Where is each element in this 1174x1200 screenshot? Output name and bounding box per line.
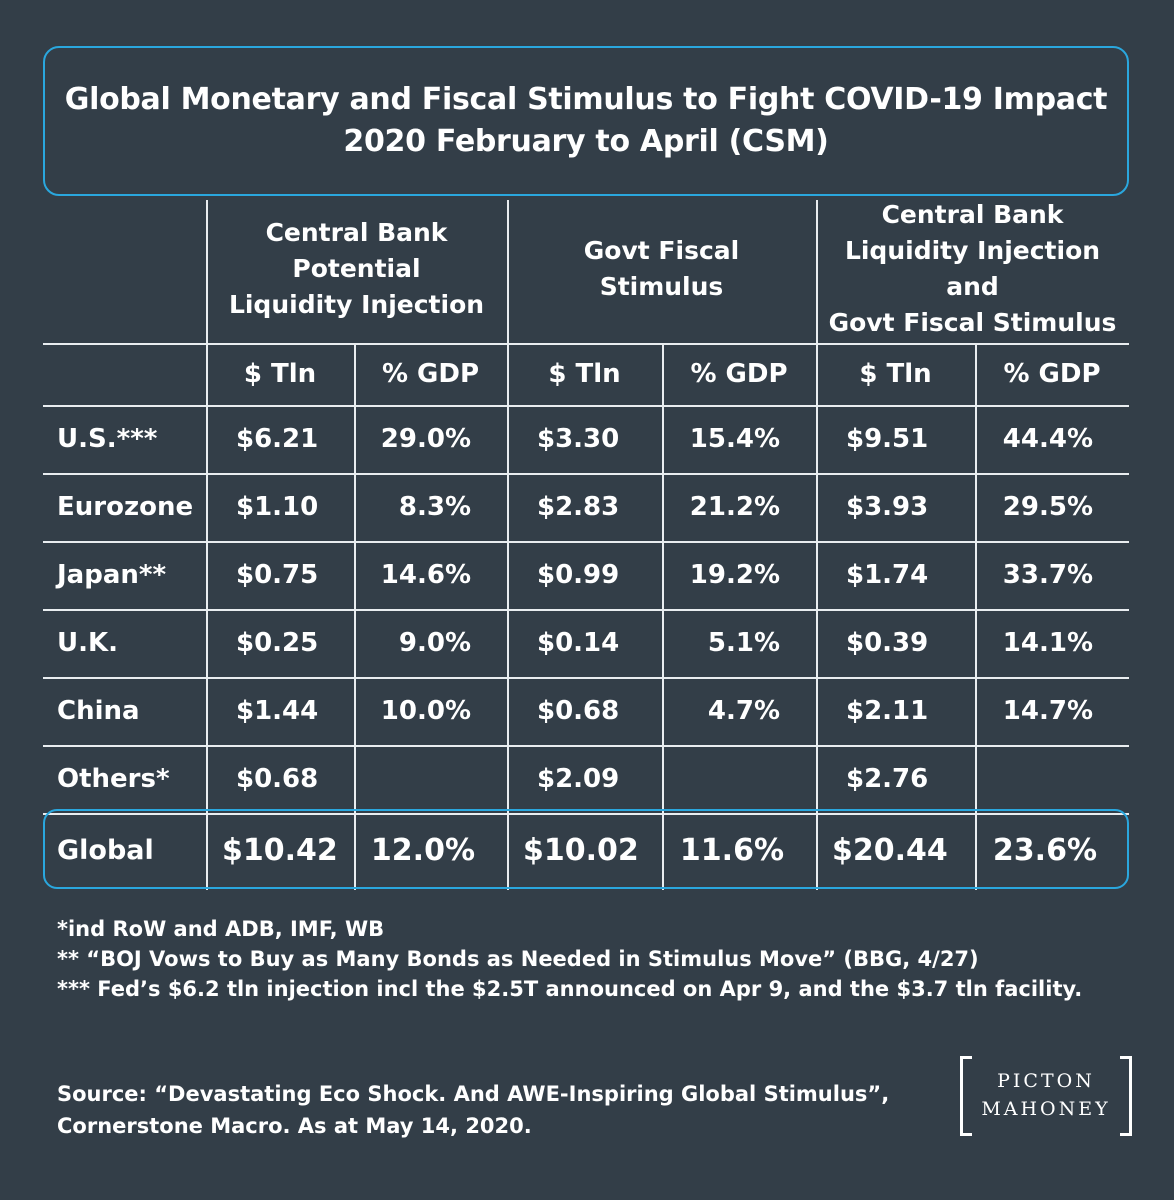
table-cell: $2.76 bbox=[846, 764, 929, 794]
table-cell: 21.2% bbox=[689, 492, 780, 522]
column-group-header-line: Central Bank bbox=[881, 200, 1064, 229]
footnote-1: *ind RoW and ADB, IMF, WB bbox=[57, 917, 385, 941]
sub-header-3: $ Tln bbox=[548, 359, 621, 389]
grid-line-row-4 bbox=[43, 677, 1129, 679]
sub-header-6: % GDP bbox=[1003, 359, 1101, 389]
row-label: U.K. bbox=[57, 628, 119, 658]
column-group-header-line: Stimulus bbox=[599, 272, 724, 301]
table-cell: $0.68 bbox=[537, 696, 620, 726]
table-cell: 14.1% bbox=[1002, 628, 1093, 658]
table-cell: $2.11 bbox=[846, 696, 929, 726]
picton-mahoney-logo: PICTON MAHONEY bbox=[960, 1056, 1132, 1136]
grid-line-subheader-bottom bbox=[43, 405, 1129, 407]
grid-line-header-bottom bbox=[43, 343, 1129, 345]
table-cell: $9.51 bbox=[846, 424, 929, 454]
grid-line-row-6 bbox=[43, 813, 1129, 815]
logo-line-2: MAHONEY bbox=[981, 1098, 1111, 1120]
footnotes: *ind RoW and ADB, IMF, WB ** “BOJ Vows t… bbox=[57, 914, 1082, 1004]
source-line-1: Source: “Devastating Eco Shock. And AWE-… bbox=[57, 1082, 890, 1106]
row-label: U.S.*** bbox=[57, 424, 158, 454]
table-cell: $1.10 bbox=[236, 492, 319, 522]
column-group-header-1: Central Bank Potential Liquidity Injection bbox=[206, 206, 507, 332]
table-cell-global: $10.42 bbox=[222, 832, 338, 868]
grid-line-row-2 bbox=[43, 541, 1129, 543]
table-cell: $0.99 bbox=[537, 560, 620, 590]
table-cell: 10.0% bbox=[380, 696, 471, 726]
row-label: Japan** bbox=[57, 560, 167, 590]
table-cell: 19.2% bbox=[689, 560, 780, 590]
column-group-header-line: Potential bbox=[292, 254, 421, 283]
table-cell-global: $10.02 bbox=[523, 832, 639, 868]
title-box: Global Monetary and Fiscal Stimulus to F… bbox=[43, 46, 1129, 196]
column-group-header-2: Govt Fiscal Stimulus bbox=[507, 206, 816, 332]
table-cell: 44.4% bbox=[1002, 424, 1093, 454]
grid-line-col-4 bbox=[662, 343, 664, 890]
row-label-global: Global bbox=[57, 834, 154, 866]
column-group-header-line: Govt Fiscal bbox=[583, 236, 740, 265]
table-cell bbox=[662, 745, 816, 813]
table-cell: $0.39 bbox=[846, 628, 929, 658]
table-cell bbox=[975, 745, 1129, 813]
table-cell: $3.93 bbox=[846, 492, 929, 522]
sub-header-4: % GDP bbox=[690, 359, 788, 389]
table-cell: 33.7% bbox=[1002, 560, 1093, 590]
table-cell: $0.14 bbox=[537, 628, 620, 658]
table-cell: 9.0% bbox=[398, 628, 471, 658]
grid-line-col-1 bbox=[206, 200, 208, 890]
table-cell: 4.7% bbox=[707, 696, 780, 726]
source-line-2: Cornerstone Macro. As at May 14, 2020. bbox=[57, 1114, 532, 1138]
row-label: Eurozone bbox=[57, 492, 194, 522]
table-cell: 29.5% bbox=[1002, 492, 1093, 522]
column-group-header-line: Central Bank bbox=[265, 218, 448, 247]
title-line-1: Global Monetary and Fiscal Stimulus to F… bbox=[64, 82, 1108, 117]
logo-bracket-left bbox=[960, 1056, 972, 1136]
table-cell: 8.3% bbox=[398, 492, 471, 522]
footnote-2: ** “BOJ Vows to Buy as Many Bonds as Nee… bbox=[57, 947, 979, 971]
table-cell: $2.09 bbox=[537, 764, 620, 794]
grid-line-row-5 bbox=[43, 745, 1129, 747]
table-cell: $2.83 bbox=[537, 492, 620, 522]
row-label: China bbox=[57, 696, 140, 726]
table-cell-global: 12.0% bbox=[370, 832, 475, 868]
grid-line-col-6 bbox=[975, 343, 977, 890]
logo-bracket-right bbox=[1120, 1056, 1132, 1136]
table-cell: 29.0% bbox=[380, 424, 471, 454]
sub-header-5: $ Tln bbox=[859, 359, 932, 389]
grid-line-col-2 bbox=[354, 343, 356, 890]
column-group-header-line: Liquidity Injection and bbox=[844, 236, 1101, 301]
column-group-header-3: Central Bank Liquidity Injection and Govt … bbox=[816, 200, 1129, 337]
logo-line-1: PICTON bbox=[997, 1070, 1095, 1092]
grid-line-row-3 bbox=[43, 609, 1129, 611]
table-cell: $6.21 bbox=[236, 424, 319, 454]
table-cell: 15.4% bbox=[689, 424, 780, 454]
table-cell bbox=[354, 745, 507, 813]
table-cell: $1.74 bbox=[846, 560, 929, 590]
table-cell: $1.44 bbox=[236, 696, 319, 726]
table-cell-global: 11.6% bbox=[679, 832, 784, 868]
grid-line-col-5 bbox=[816, 200, 818, 890]
column-group-header-line: Liquidity Injection bbox=[228, 290, 485, 319]
grid-line-row-1 bbox=[43, 473, 1129, 475]
table-cell-global: 23.6% bbox=[992, 832, 1097, 868]
sub-header-1: $ Tln bbox=[243, 359, 317, 389]
title-line-2: 2020 February to April (CSM) bbox=[343, 124, 829, 159]
footnote-3: *** Fed’s $6.2 tln injection incl the $2… bbox=[57, 977, 1083, 1001]
row-label: Others* bbox=[57, 764, 170, 794]
global-row-highlight bbox=[43, 809, 1129, 889]
table-cell: $0.68 bbox=[236, 764, 319, 794]
table-cell: 14.7% bbox=[1002, 696, 1093, 726]
table-cell: 5.1% bbox=[707, 628, 780, 658]
sub-header-2: % GDP bbox=[381, 359, 480, 389]
column-group-header-line: Govt Fiscal Stimulus bbox=[828, 308, 1117, 337]
table-cell-global: $20.44 bbox=[832, 832, 948, 868]
table-cell: 14.6% bbox=[380, 560, 471, 590]
table-cell: $0.25 bbox=[236, 628, 319, 658]
grid-line-col-3 bbox=[507, 200, 509, 890]
table-cell: $3.30 bbox=[537, 424, 620, 454]
table-cell: $0.75 bbox=[236, 560, 319, 590]
source-note: Source: “Devastating Eco Shock. And AWE-… bbox=[57, 1078, 889, 1142]
